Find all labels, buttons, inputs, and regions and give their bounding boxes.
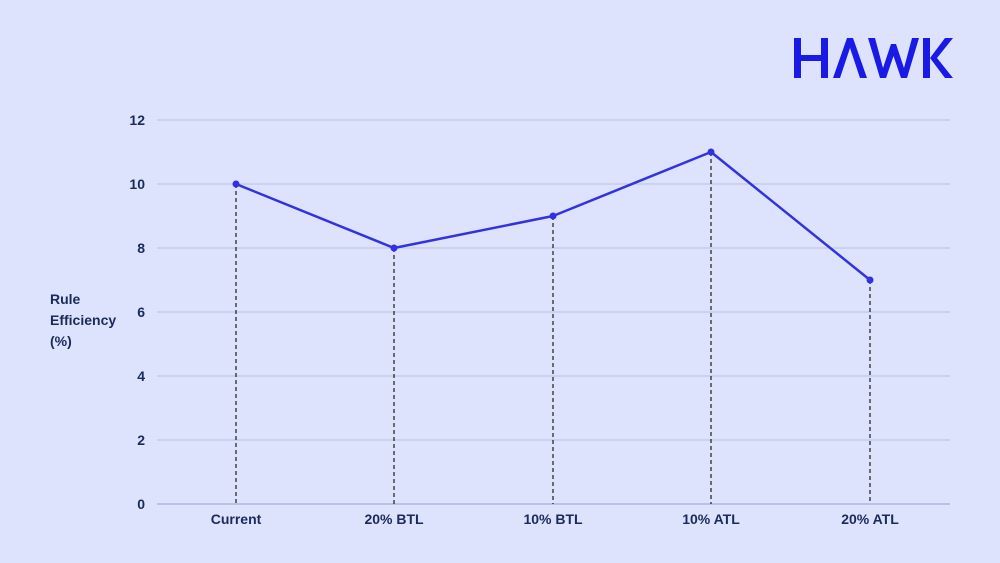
data-point-marker [549,212,557,220]
x-tick-label: 10% BTL [523,511,583,527]
data-point-marker [707,148,715,156]
y-tick-label: 10 [129,176,145,192]
y-tick-label: 2 [137,432,145,448]
x-tick-label: 20% BTL [364,511,424,527]
x-tick-label: Current [211,511,262,527]
y-tick-label: 8 [137,240,145,256]
drop-lines [235,152,871,504]
x-tick-label: 10% ATL [682,511,740,527]
data-point-marker [866,276,874,284]
y-axis-label-line-2: Efficiency [50,312,117,328]
hawk-logo [794,38,953,78]
y-axis-label: Rule Efficiency (%) [50,289,140,352]
logo-letter-w [868,38,919,78]
y-tick-label: 6 [137,304,145,320]
y-axis-ticks: 0 2 4 6 8 10 12 [129,112,145,512]
x-tick-label: 20% ATL [841,511,899,527]
x-axis-ticks: Current 20% BTL 10% BTL 10% ATL 20% ATL [211,511,900,527]
logo-letter-k [923,38,953,78]
y-axis-label-line-3: (%) [50,333,72,349]
logo-letter-h [794,38,828,78]
data-series-line [232,148,874,284]
y-axis-label-line-1: Rule [50,291,81,307]
gridlines [157,119,950,505]
data-point-marker [232,180,240,188]
data-point-marker [390,244,398,252]
y-tick-label: 4 [137,368,145,384]
y-tick-label: 12 [129,112,145,128]
logo-letter-a [833,38,867,78]
y-tick-label: 0 [137,496,145,512]
